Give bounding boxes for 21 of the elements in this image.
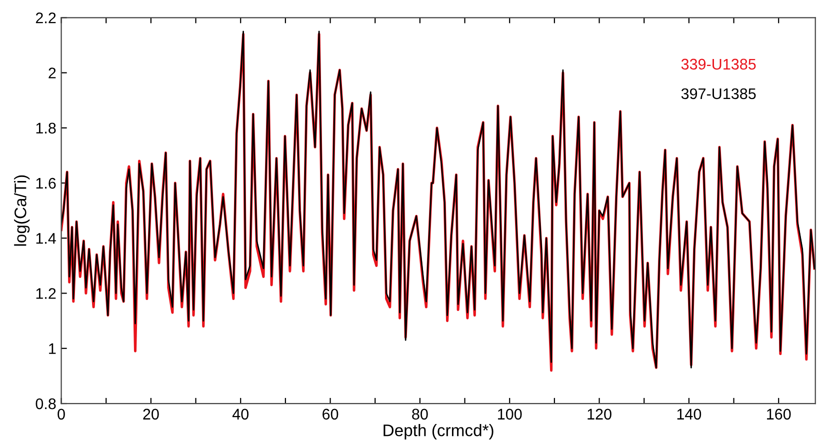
y-tick-label: 1.6 [36,178,56,189]
y-tick-label: 1 [49,343,56,354]
text: 339-U1385 [681,58,756,70]
x-tick-label: 80 [412,408,428,420]
y-tick-label: 1.2 [36,288,56,299]
x-tick-label: 0 [58,408,65,420]
y-axis-title: log(Ca/Ti) [14,175,30,246]
y-tick-label: 1.8 [36,122,56,134]
y-tick-label: 2.2 [36,12,56,24]
x-tick-label: 100 [498,408,522,420]
y-tick-label: 0.8 [36,398,56,410]
x-tick-label: 20 [143,408,159,420]
y-tick-label: 2 [48,68,56,78]
x-tick-label: 40 [232,408,249,420]
x-tick-label: 60 [322,408,338,420]
text: 397-U1385 [681,88,756,100]
x-tick-label: 120 [588,408,612,420]
x-tick-label: 140 [677,408,702,420]
x-tick-label: 160 [767,408,791,420]
y-tick-label: 1.4 [36,233,56,244]
x-axis-title: Depth (crmcd*) [384,424,494,440]
